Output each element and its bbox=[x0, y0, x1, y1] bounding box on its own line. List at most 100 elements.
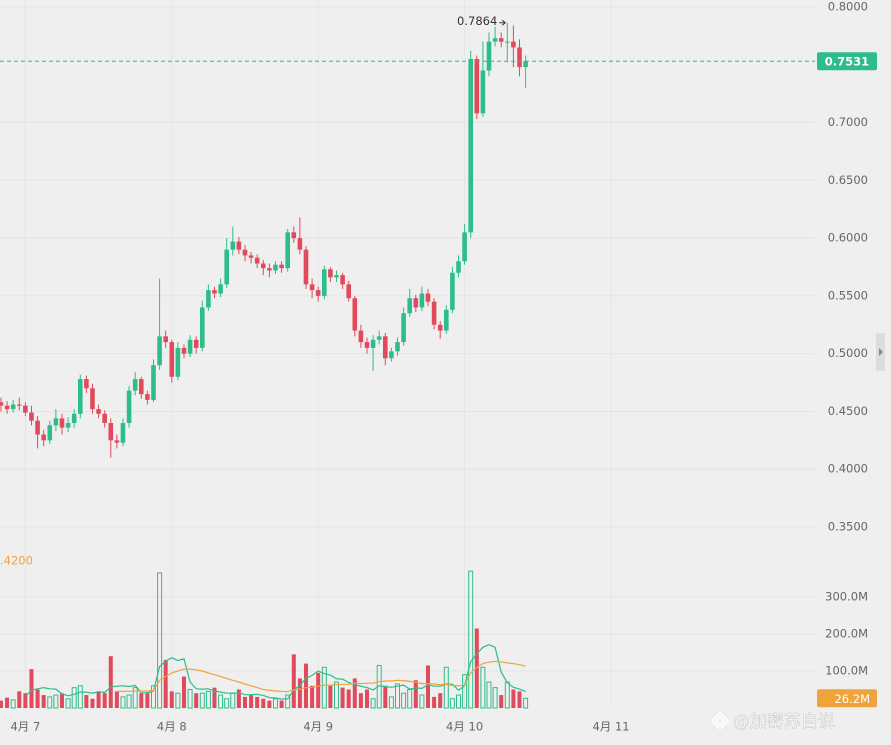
candle-body bbox=[492, 38, 498, 42]
volume-bar bbox=[108, 656, 113, 708]
volume-bar bbox=[438, 693, 443, 708]
volume-bar bbox=[157, 572, 163, 709]
candle-body bbox=[4, 405, 10, 410]
candle-body bbox=[431, 301, 437, 325]
candle-body bbox=[328, 269, 333, 278]
volume-bar bbox=[120, 696, 126, 709]
volume-bar bbox=[328, 685, 333, 708]
candle-body bbox=[157, 336, 162, 366]
volume-bar bbox=[236, 689, 241, 708]
candle-body bbox=[267, 268, 272, 271]
candle-body bbox=[90, 388, 95, 410]
volume-bar bbox=[285, 694, 291, 709]
volume-bar bbox=[364, 689, 369, 708]
candle-body bbox=[425, 293, 431, 302]
candle-body bbox=[242, 249, 248, 256]
x-tick-label: 4月 9 bbox=[303, 720, 333, 734]
volume-bar bbox=[279, 700, 284, 708]
volume-bar bbox=[333, 681, 339, 709]
volume-bar bbox=[297, 678, 302, 708]
candle-body bbox=[47, 425, 53, 441]
axes: 0.8000 0.7000 0.6500 0.6000 0.5500 0.5000 0.45… bbox=[10, 0, 877, 734]
volume-bar bbox=[340, 687, 345, 708]
candle-body bbox=[206, 290, 211, 308]
volume-bar bbox=[77, 685, 83, 709]
candle-body bbox=[236, 241, 242, 250]
volume-bar bbox=[35, 689, 40, 708]
candle-body bbox=[321, 269, 327, 296]
candle-body bbox=[340, 275, 345, 285]
candle-body bbox=[334, 275, 339, 278]
candle-body bbox=[224, 249, 229, 285]
candle-body bbox=[346, 284, 351, 299]
y-tick-label: 0.5000 bbox=[828, 346, 868, 360]
candle-body bbox=[517, 47, 522, 68]
grid bbox=[0, 0, 815, 708]
x-tick-label: 4月 8 bbox=[157, 720, 187, 734]
volume-bar bbox=[352, 678, 357, 708]
scroll-arrow bbox=[879, 348, 883, 356]
volume-bar bbox=[370, 698, 376, 709]
volume-bar bbox=[474, 628, 479, 708]
volume-bar bbox=[449, 698, 455, 709]
candle-body bbox=[53, 418, 59, 426]
candle-body bbox=[407, 298, 412, 314]
volume-bar bbox=[0, 700, 3, 708]
candle-body bbox=[138, 379, 144, 395]
candle-body bbox=[71, 413, 77, 423]
candle-body bbox=[376, 336, 382, 340]
volume-bar bbox=[169, 691, 174, 708]
candle-body bbox=[0, 402, 4, 406]
volume-bar bbox=[462, 674, 468, 709]
volume-bar bbox=[212, 687, 217, 708]
volume-bar bbox=[126, 694, 132, 709]
x-tick-label: 4月 10 bbox=[446, 720, 483, 734]
volume-bar bbox=[84, 695, 89, 708]
y-tick-label: 0.5500 bbox=[828, 288, 868, 302]
volume-bar bbox=[114, 691, 119, 708]
volume-bar bbox=[53, 694, 59, 709]
candle-body bbox=[450, 272, 455, 310]
volume-ma-line bbox=[116, 660, 526, 693]
indicator-label: .4200 bbox=[0, 554, 33, 568]
candle-body bbox=[193, 339, 199, 348]
volume-bar bbox=[41, 695, 46, 708]
candle-body bbox=[273, 264, 278, 271]
volume-bar bbox=[419, 694, 425, 709]
volume-bar bbox=[468, 570, 474, 709]
candle-body bbox=[10, 404, 16, 410]
volume-bar bbox=[5, 697, 10, 708]
volume-pane: .4200 bbox=[0, 554, 529, 709]
volume-bar bbox=[90, 698, 95, 708]
y-tick-label: 0.4500 bbox=[828, 404, 868, 418]
volume-bar bbox=[218, 694, 224, 709]
watermark: @加密苏自说 bbox=[710, 712, 835, 732]
candle-body bbox=[169, 342, 175, 377]
volume-bar bbox=[358, 693, 363, 708]
candle-body bbox=[96, 409, 101, 414]
volume-bar bbox=[102, 693, 107, 708]
volume-bar bbox=[413, 680, 418, 708]
candle-body bbox=[303, 249, 309, 285]
volume-bar bbox=[199, 692, 205, 709]
last-price-label: 0.7531 bbox=[825, 55, 869, 69]
candle-body bbox=[486, 41, 492, 71]
volume-bar bbox=[492, 687, 498, 709]
volume-bar bbox=[394, 683, 400, 709]
candle-body bbox=[230, 241, 236, 250]
candle-body bbox=[315, 290, 321, 296]
candle-body bbox=[132, 379, 138, 391]
candle-body bbox=[505, 41, 510, 43]
candle-body bbox=[41, 434, 46, 441]
candle-body bbox=[437, 324, 443, 331]
volume-bar bbox=[96, 691, 101, 708]
candle-body bbox=[35, 420, 40, 435]
candle-body bbox=[389, 351, 394, 359]
candle-body bbox=[358, 330, 364, 343]
volume-bar bbox=[175, 692, 181, 709]
y-tick-label: 0.6500 bbox=[828, 173, 868, 187]
candle-body bbox=[84, 379, 89, 389]
volume-bar bbox=[17, 691, 22, 708]
candle-body bbox=[212, 290, 217, 294]
